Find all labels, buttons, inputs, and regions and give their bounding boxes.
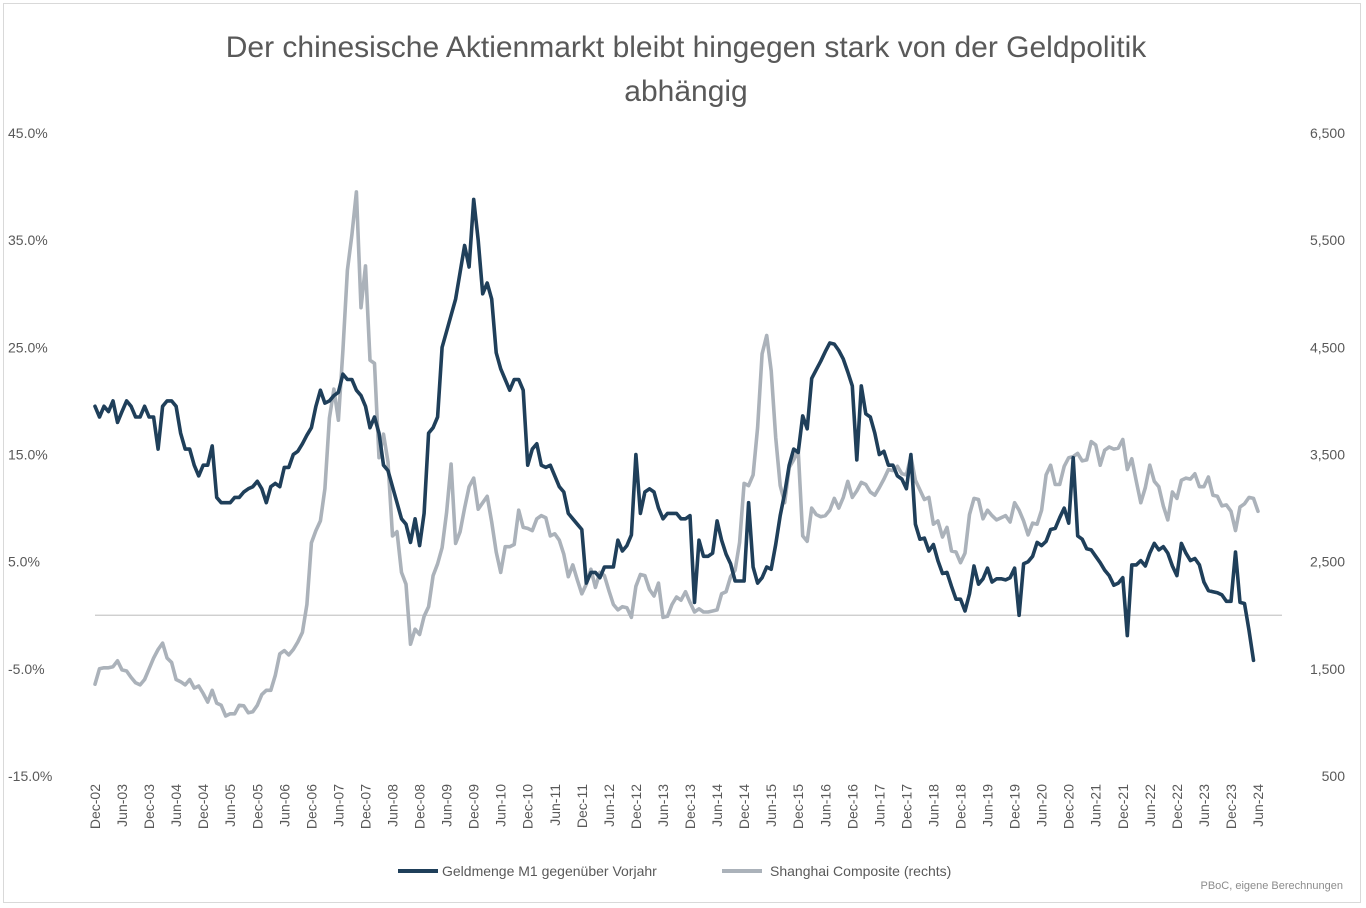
x-tick-label: Jun-05 xyxy=(222,784,238,827)
x-tick-label: Dec-23 xyxy=(1223,784,1239,829)
x-axis: Dec-02 Jun-03 Dec-03 Jun-04 Dec-04 Jun-05 Dec-… xyxy=(87,784,1266,829)
x-tick-label: Jun-12 xyxy=(601,784,617,827)
y-right-tick-label: 1,500 xyxy=(1310,661,1345,677)
x-tick-label: Dec-16 xyxy=(844,784,860,829)
x-tick-label: Dec-18 xyxy=(952,784,968,829)
y-left-tick-label: 15.0% xyxy=(8,447,48,463)
legend-label-shanghai: Shanghai Composite (rechts) xyxy=(770,863,951,879)
x-tick-label: Dec-09 xyxy=(466,784,482,829)
x-tick-label: Jun-09 xyxy=(439,784,455,827)
series-line-shanghai-composite xyxy=(93,190,1260,718)
y-left-tick-label: -5.0% xyxy=(8,661,45,677)
legend-label-m1: Geldmenge M1 gegenüber Vorjahr xyxy=(442,863,657,879)
x-tick-label: Dec-22 xyxy=(1169,784,1185,829)
x-tick-label: Jun-15 xyxy=(763,784,779,827)
x-tick-label: Jun-14 xyxy=(709,784,725,827)
x-tick-label: Jun-18 xyxy=(925,784,941,827)
x-tick-label: Jun-04 xyxy=(168,784,184,827)
x-tick-label: Jun-03 xyxy=(114,784,130,827)
x-tick-label: Dec-19 xyxy=(1007,784,1023,829)
x-tick-label: Dec-10 xyxy=(520,784,536,829)
x-tick-label: Dec-15 xyxy=(790,784,806,829)
x-tick-label: Dec-08 xyxy=(412,784,428,829)
legend: Geldmenge M1 gegenüber Vorjahr Shanghai … xyxy=(398,863,951,879)
x-tick-label: Dec-02 xyxy=(87,784,103,829)
source-note: PBoC, eigene Berechnungen xyxy=(1201,880,1344,892)
x-tick-label: Dec-21 xyxy=(1115,784,1131,829)
x-tick-label: Jun-08 xyxy=(385,784,401,827)
y-right-tick-label: 6,500 xyxy=(1310,125,1345,141)
x-tick-label: Dec-06 xyxy=(303,784,319,829)
x-tick-label: Dec-17 xyxy=(898,784,914,829)
x-tick-label: Jun-22 xyxy=(1142,784,1158,827)
y-right-tick-label: 5,500 xyxy=(1310,232,1345,248)
x-tick-label: Dec-13 xyxy=(682,784,698,829)
chart-title-line2: abhängig xyxy=(624,75,747,108)
y-left-tick-label: 45.0% xyxy=(8,125,48,141)
x-tick-label: Jun-16 xyxy=(817,784,833,827)
y-left-tick-label: 25.0% xyxy=(8,339,48,355)
chart-title-line1: Der chinesische Aktienmarkt bleibt hinge… xyxy=(226,31,1147,64)
x-tick-label: Dec-20 xyxy=(1061,784,1077,829)
x-tick-label: Jun-23 xyxy=(1196,784,1212,827)
y-right-tick-label: 4,500 xyxy=(1310,339,1345,355)
x-tick-label: Jun-07 xyxy=(330,784,346,827)
x-tick-label: Dec-11 xyxy=(574,784,590,828)
x-tick-label: Jun-21 xyxy=(1088,784,1104,827)
x-tick-label: Dec-14 xyxy=(736,784,752,829)
x-tick-label: Jun-17 xyxy=(871,784,887,827)
x-tick-label: Dec-03 xyxy=(141,784,157,829)
x-tick-label: Dec-05 xyxy=(249,784,265,829)
y-left-tick-label: 5.0% xyxy=(8,554,40,570)
y-right-tick-label: 2,500 xyxy=(1310,554,1345,570)
x-tick-label: Dec-04 xyxy=(195,784,211,829)
x-tick-label: Jun-06 xyxy=(276,784,292,827)
x-tick-label: Jun-19 xyxy=(980,784,996,827)
y-right-tick-label: 500 xyxy=(1322,768,1346,784)
x-tick-label: Jun-11 xyxy=(547,784,563,826)
y-left-tick-label: -15.0% xyxy=(8,768,52,784)
y-right-axis: 6,500 5,500 4,500 3,500 2,500 1,500 500 xyxy=(1310,125,1345,784)
y-left-axis: 45.0% 35.0% 25.0% 15.0% 5.0% -5.0% -15.0% xyxy=(8,125,52,784)
x-tick-label: Dec-12 xyxy=(628,784,644,829)
x-tick-label: Jun-13 xyxy=(655,784,671,827)
y-left-tick-label: 35.0% xyxy=(8,232,48,248)
chart-frame xyxy=(3,3,1361,903)
y-right-tick-label: 3,500 xyxy=(1310,447,1345,463)
x-tick-label: Jun-24 xyxy=(1250,784,1266,827)
x-tick-label: Jun-20 xyxy=(1034,784,1050,827)
x-tick-label: Dec-07 xyxy=(357,784,373,829)
x-tick-label: Jun-10 xyxy=(493,784,509,827)
series-line-m1-growth xyxy=(93,197,1256,663)
